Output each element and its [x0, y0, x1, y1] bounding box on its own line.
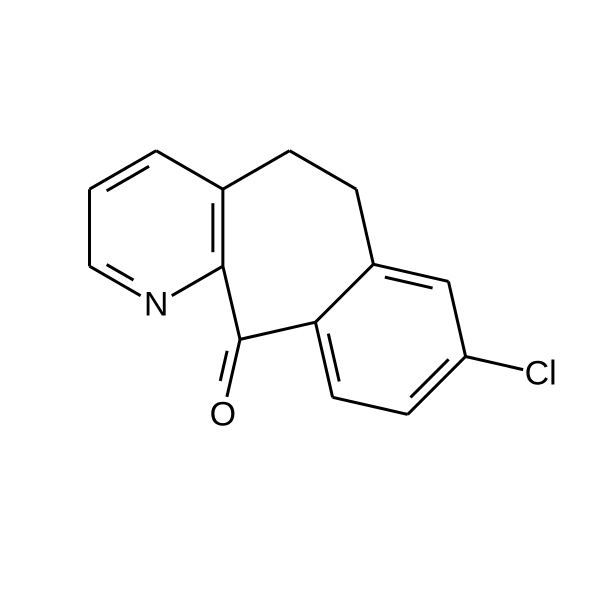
bond	[90, 151, 157, 190]
bond	[315, 322, 332, 397]
bond-double	[107, 166, 149, 190]
bond	[172, 266, 223, 296]
atom-label-n: N	[144, 286, 169, 324]
bond	[315, 264, 373, 322]
bond	[466, 356, 524, 369]
bond	[223, 151, 290, 190]
bond-double	[328, 334, 339, 382]
atom-label-cl: Cl	[525, 355, 557, 393]
atom-label-o: O	[210, 395, 236, 433]
bond	[227, 339, 240, 397]
bond	[156, 151, 223, 190]
bond-double	[385, 277, 433, 288]
bond	[333, 397, 408, 414]
bond	[448, 281, 465, 356]
bond	[373, 264, 448, 281]
bond	[290, 151, 357, 190]
bond-double	[220, 351, 227, 381]
bond	[223, 266, 240, 339]
bond	[240, 322, 315, 339]
bond	[408, 356, 466, 414]
molecule-diagram: N O Cl	[0, 0, 600, 600]
bond	[356, 189, 373, 264]
